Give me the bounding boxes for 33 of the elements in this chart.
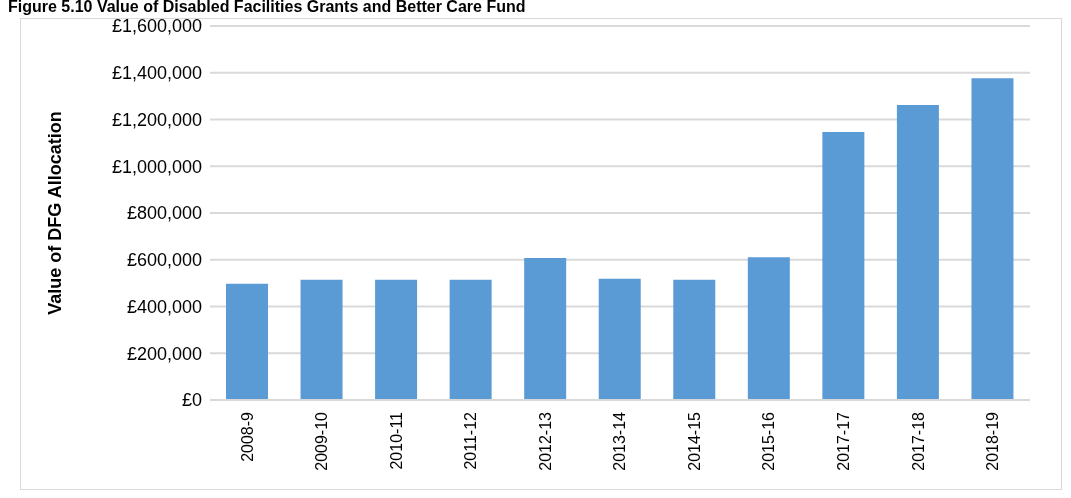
x-tick-label: 2017-17 [835,411,852,471]
y-tick-label: £1,400,000 [111,63,202,84]
x-tick-label: 2013-14 [611,411,629,471]
bar [598,278,641,400]
bar [822,131,865,400]
y-tick-label: £200,000 [126,343,202,364]
y-axis-title: Value of DFG Allocation [45,111,66,315]
x-tick-label: 2014-15 [685,411,703,471]
bar [673,279,716,400]
y-tick-label: £1,600,000 [111,16,202,37]
bar [971,78,1014,400]
x-tick-label: 2015-16 [760,411,778,471]
bar [747,257,790,400]
x-tick-label: 2017-18 [909,411,927,471]
bar [226,283,268,400]
x-tick-label: 2011-12 [462,411,480,470]
x-tick-label: 2008-9 [238,411,256,462]
y-tick-label: £0 [181,390,202,411]
y-tick-label: £800,000 [126,203,202,224]
y-tick-label: £1,000,000 [111,156,202,177]
x-tick-label: 2018-19 [984,411,1002,471]
y-tick-label: £400,000 [126,296,202,317]
y-tick-label: £1,200,000 [111,109,202,130]
bar [449,279,492,400]
y-tick-label: £600,000 [126,250,202,271]
x-tick-label: 2010-11 [387,411,405,470]
bar [375,279,418,400]
x-tick-label: 2012-13 [536,411,554,471]
chart-title: Figure 5.10 Value of Disabled Facilities Grants and Better Care Fund [8,0,526,16]
bar [524,258,567,400]
x-tick-label: 2009-10 [313,411,331,471]
bar [300,279,343,400]
bar [896,105,939,400]
